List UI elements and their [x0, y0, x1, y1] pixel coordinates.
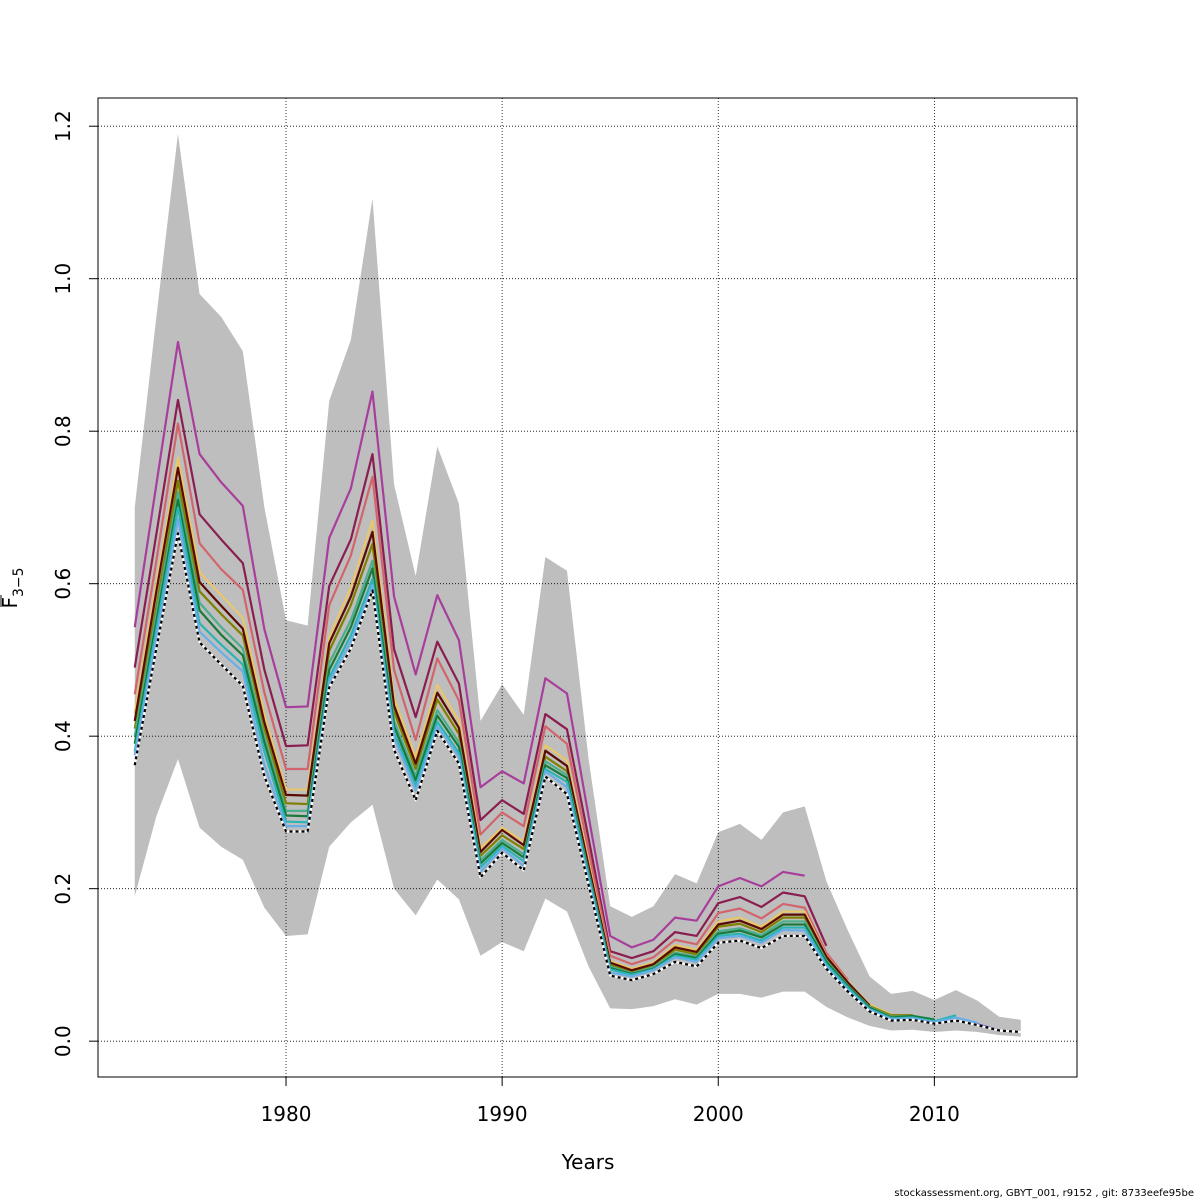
y-axis-label-sub: 3−5: [11, 567, 27, 597]
y-tick-label: 1.0: [51, 263, 75, 295]
x-axis: 1980 1990 2000 2010: [261, 1077, 960, 1126]
plot-frame: [97, 97, 1078, 1078]
y-tick-label: 0.6: [51, 568, 75, 600]
confidence-band: [134, 133, 1021, 1037]
x-axis-label: Years: [561, 1150, 615, 1174]
series-line-2: [133, 398, 828, 960]
x-tick-label: 2010: [909, 1102, 960, 1126]
y-tick-label: 0.2: [51, 873, 75, 905]
series-line-4: [133, 456, 892, 1016]
y-tick-label: 0.0: [51, 1025, 75, 1057]
x-tick-label: 1980: [261, 1102, 312, 1126]
x-tick-label: 2000: [693, 1102, 744, 1126]
series-line-5: [133, 479, 913, 1017]
grid-layer: [98, 98, 1077, 1077]
y-tick-label: 0.8: [51, 415, 75, 447]
svg-text:F3−5: F3−5: [0, 567, 27, 608]
series-line-1: [133, 340, 805, 949]
x-tick-label: 1990: [477, 1102, 528, 1126]
series-line-3: [133, 422, 849, 981]
series-line-estimate: [133, 532, 1021, 1034]
footer-caption: stockassessment.org, GBYT_001, r9152 , g…: [894, 1188, 1194, 1199]
y-axis-label-main: F: [0, 597, 22, 609]
y-axis-label: F3−5: [0, 567, 27, 608]
series-layer: [133, 340, 1021, 1034]
y-tick-label: 0.4: [51, 720, 75, 752]
series-line-9: [133, 506, 957, 1023]
confidence-band-layer: [134, 133, 1021, 1037]
series-line-10: [133, 517, 978, 1024]
y-axis: 0.0 0.2 0.4 0.6 0.8 1.0 1.2: [51, 110, 98, 1057]
series-line-6: [133, 466, 871, 1007]
y-tick-label: 1.2: [51, 110, 75, 142]
